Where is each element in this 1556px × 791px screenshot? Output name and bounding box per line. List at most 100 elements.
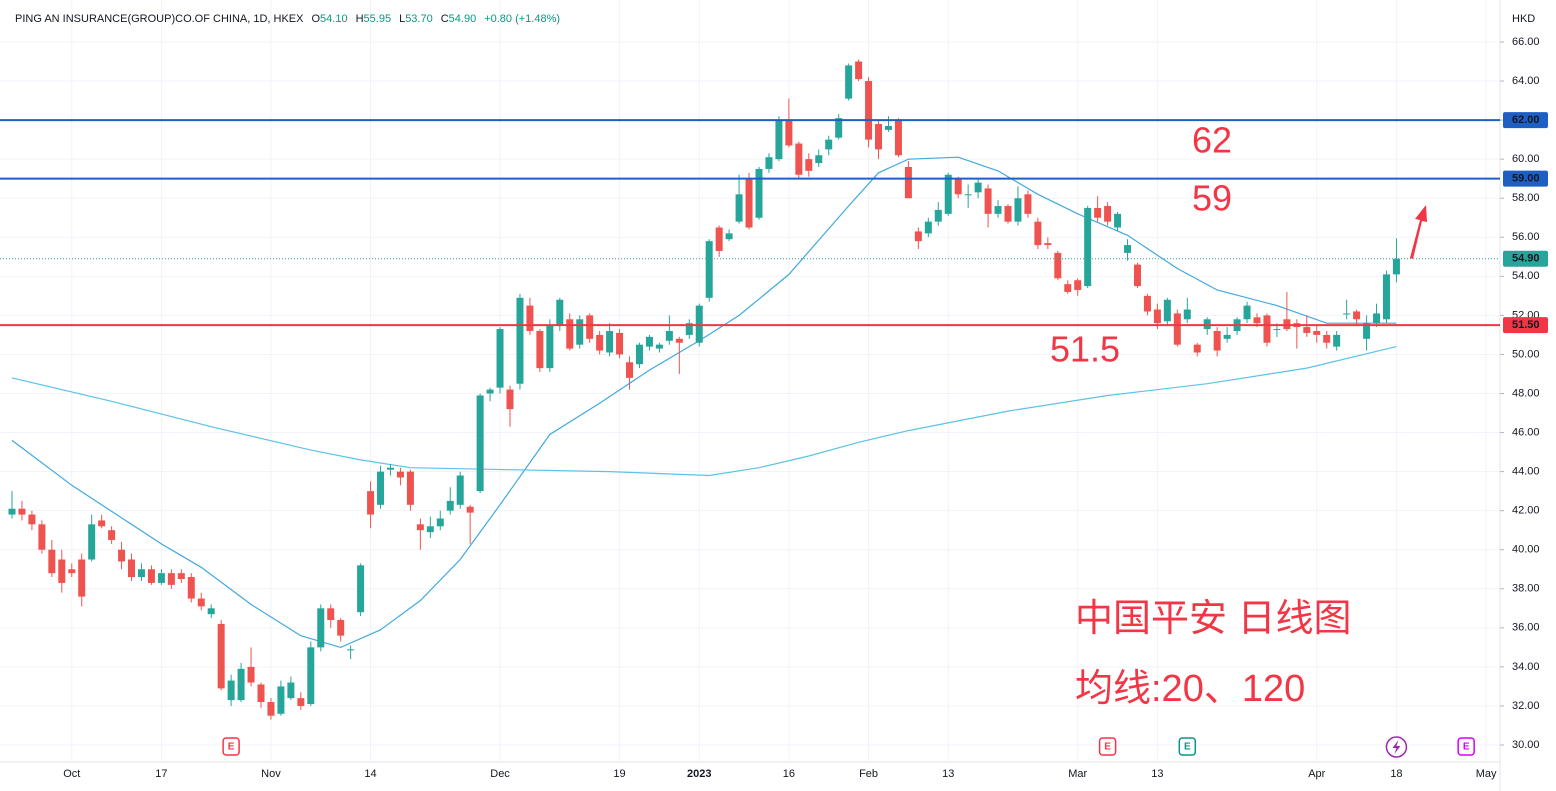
candle-body: [357, 565, 365, 613]
candle-body: [486, 389, 494, 394]
header-item: 54.90: [449, 13, 477, 25]
price-badge: [1503, 317, 1548, 334]
candle-body: [1223, 334, 1231, 339]
candle-body: [1253, 317, 1261, 324]
candle-body: [108, 530, 116, 540]
price-badge: [1503, 112, 1548, 129]
candle-body: [855, 61, 863, 80]
candle-body: [1094, 207, 1102, 218]
y-tick-label: 34.00: [1512, 661, 1540, 673]
y-tick-label: 48.00: [1512, 387, 1540, 399]
candle-body: [606, 331, 614, 353]
candle-body: [526, 305, 534, 332]
moving-average-line: [11, 156, 1397, 649]
candle-body: [1353, 311, 1361, 320]
candle-body: [287, 682, 295, 699]
candle-body: [845, 65, 853, 99]
y-tick-label: 50.00: [1512, 348, 1540, 360]
y-tick-label: 58.00: [1512, 192, 1540, 204]
candle-body: [536, 331, 544, 369]
x-tick-label: 19: [613, 768, 625, 780]
candle-body: [317, 608, 325, 648]
candle-body: [755, 168, 763, 218]
candle-body: [227, 680, 235, 701]
candle-body: [586, 315, 594, 339]
price-badge-label: 54.90: [1512, 253, 1540, 265]
candle-body: [635, 344, 643, 365]
price-badge: [1503, 170, 1548, 187]
candle-body: [277, 686, 285, 714]
candle-body: [934, 209, 942, 222]
price-badge-label: 59.00: [1512, 173, 1540, 185]
candle-body: [506, 389, 514, 410]
candle-body: [247, 666, 255, 683]
x-tick-label: 17: [155, 768, 167, 780]
candle-body: [18, 508, 26, 515]
candle-body: [964, 194, 972, 196]
candle-body: [1183, 309, 1191, 320]
candle-body: [715, 227, 723, 251]
candle-body: [1084, 207, 1092, 287]
x-tick-label: Feb: [859, 768, 878, 780]
candle-body: [237, 668, 245, 701]
x-tick-label: 2023: [687, 768, 711, 780]
x-tick-label: Oct: [63, 768, 80, 780]
price-badge: [1503, 250, 1548, 267]
candle-body: [516, 297, 524, 384]
candle-body: [1343, 313, 1351, 315]
event-icon: [222, 737, 240, 756]
candle-body: [894, 120, 902, 156]
candle-body: [1303, 327, 1311, 333]
flash-icon-bolt: [1392, 740, 1401, 754]
axis-unit: HKD: [1512, 13, 1535, 25]
candle-body: [1143, 295, 1151, 312]
x-tick-label: Dec: [490, 768, 510, 780]
candle-body: [337, 620, 345, 636]
candle-body: [48, 549, 56, 574]
candle-body: [416, 524, 424, 531]
y-tick-label: 32.00: [1512, 700, 1540, 712]
candle-body: [725, 233, 733, 240]
candle-body: [1124, 245, 1132, 253]
candle-body: [446, 500, 454, 511]
candle-body: [327, 608, 335, 621]
event-icon-label: E: [1463, 742, 1470, 753]
candle-body: [944, 174, 952, 214]
candle-body: [1313, 331, 1321, 335]
event-icon-label: E: [1104, 742, 1111, 753]
candle-body: [994, 206, 1002, 214]
candle-body: [1363, 323, 1371, 339]
candle-body: [137, 569, 145, 578]
y-tick-label: 44.00: [1512, 466, 1540, 478]
candle-body: [1273, 329, 1281, 331]
candle-body: [645, 336, 653, 347]
candle-body: [815, 155, 823, 164]
header-item: O: [311, 13, 320, 25]
candle-body: [347, 649, 355, 651]
y-tick-label: 40.00: [1512, 544, 1540, 556]
candle-body: [1064, 284, 1072, 292]
candle-body: [795, 143, 803, 175]
level-note: 62: [1192, 120, 1232, 161]
candle-body: [1243, 305, 1251, 320]
candle-body: [705, 241, 713, 298]
candle-body: [745, 178, 753, 228]
header-item: 55.95: [364, 13, 392, 25]
header-item: 54.10: [320, 13, 348, 25]
candle-body: [775, 120, 783, 160]
y-tick-label: 42.00: [1512, 505, 1540, 517]
candle-body: [665, 331, 673, 341]
y-tick-label: 54.00: [1512, 270, 1540, 282]
header-item: H: [356, 13, 364, 25]
candle-body: [187, 577, 195, 599]
x-tick-label: Mar: [1068, 768, 1087, 780]
candle-body: [1373, 313, 1381, 324]
y-tick-label: 64.00: [1512, 75, 1540, 87]
trend-arrow: [1410, 205, 1427, 259]
x-tick-label: May: [1476, 768, 1497, 780]
candle-body: [655, 344, 663, 349]
candle-body: [386, 467, 394, 470]
candle-body: [406, 471, 414, 505]
